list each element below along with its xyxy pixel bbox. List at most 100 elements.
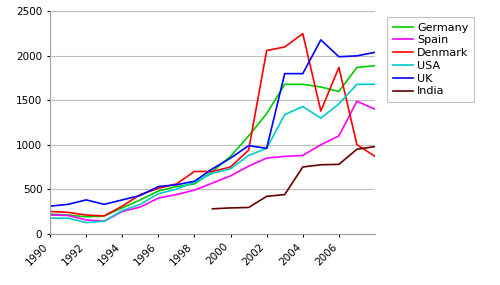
USA xyxy=(264,146,270,150)
India xyxy=(318,163,324,166)
USA xyxy=(65,216,71,220)
Spain xyxy=(372,107,378,111)
Line: Spain: Spain xyxy=(50,101,375,221)
Denmark xyxy=(101,214,107,218)
Denmark xyxy=(318,109,324,113)
USA xyxy=(101,219,107,223)
UK xyxy=(156,185,162,188)
USA xyxy=(318,116,324,120)
Spain xyxy=(336,134,342,138)
India xyxy=(246,206,252,209)
Legend: Germany, Spain, Denmark, USA, UK, India: Germany, Spain, Denmark, USA, UK, India xyxy=(387,17,474,102)
Denmark xyxy=(174,182,180,186)
Spain xyxy=(83,218,89,222)
Denmark xyxy=(138,193,143,196)
Denmark xyxy=(264,49,270,52)
Spain xyxy=(138,205,143,209)
UK xyxy=(282,72,288,75)
USA xyxy=(246,154,252,157)
UK xyxy=(119,198,125,201)
Denmark xyxy=(210,170,216,173)
USA xyxy=(282,113,288,116)
Germany xyxy=(354,66,360,69)
India xyxy=(264,195,270,198)
Spain xyxy=(174,193,180,196)
USA xyxy=(174,188,180,191)
India xyxy=(354,148,360,151)
Denmark xyxy=(192,170,198,173)
UK xyxy=(174,183,180,186)
Germany xyxy=(318,85,324,89)
UK xyxy=(192,180,198,183)
Line: India: India xyxy=(212,146,375,209)
UK xyxy=(372,51,378,54)
UK xyxy=(336,55,342,58)
India xyxy=(210,207,216,211)
Denmark xyxy=(65,211,71,214)
USA xyxy=(300,105,306,108)
Germany xyxy=(192,182,198,186)
Spain xyxy=(47,213,53,217)
Germany xyxy=(210,170,216,173)
Denmark xyxy=(354,143,360,146)
Denmark xyxy=(156,187,162,190)
Germany xyxy=(174,185,180,188)
Denmark xyxy=(282,45,288,49)
USA xyxy=(156,192,162,196)
India xyxy=(300,165,306,169)
UK xyxy=(210,167,216,170)
UK xyxy=(47,204,53,208)
Germany xyxy=(65,213,71,217)
Germany xyxy=(282,83,288,86)
Spain xyxy=(65,214,71,217)
USA xyxy=(336,102,342,105)
Spain xyxy=(282,155,288,158)
USA xyxy=(372,83,378,86)
Germany xyxy=(138,198,143,201)
Germany xyxy=(300,83,306,86)
Germany xyxy=(264,112,270,115)
Spain xyxy=(264,156,270,160)
USA xyxy=(47,216,53,220)
UK xyxy=(246,144,252,147)
UK xyxy=(101,203,107,206)
Denmark xyxy=(47,210,53,213)
Spain xyxy=(192,188,198,192)
USA xyxy=(210,172,216,175)
Line: UK: UK xyxy=(50,40,375,206)
Denmark xyxy=(246,148,252,152)
Germany xyxy=(228,155,234,158)
India xyxy=(282,193,288,196)
Spain xyxy=(318,143,324,146)
Line: Denmark: Denmark xyxy=(50,34,375,216)
Germany xyxy=(246,134,252,138)
Germany xyxy=(83,215,89,219)
UK xyxy=(83,198,89,201)
UK xyxy=(300,72,306,75)
UK xyxy=(264,146,270,150)
Spain xyxy=(156,196,162,200)
Germany xyxy=(336,90,342,93)
Spain xyxy=(300,154,306,157)
UK xyxy=(138,194,143,197)
Line: USA: USA xyxy=(50,84,375,223)
USA xyxy=(138,203,143,206)
UK xyxy=(354,54,360,58)
Spain xyxy=(119,210,125,213)
USA xyxy=(354,83,360,86)
Denmark xyxy=(83,213,89,217)
Spain xyxy=(101,219,107,223)
Line: Germany: Germany xyxy=(50,66,375,217)
Denmark xyxy=(228,165,234,169)
Germany xyxy=(156,189,162,193)
Denmark xyxy=(336,66,342,69)
USA xyxy=(83,221,89,224)
UK xyxy=(65,203,71,206)
USA xyxy=(228,167,234,170)
India xyxy=(336,163,342,166)
UK xyxy=(318,38,324,42)
Spain xyxy=(354,99,360,103)
Germany xyxy=(47,212,53,216)
Spain xyxy=(210,181,216,185)
Germany xyxy=(372,64,378,67)
